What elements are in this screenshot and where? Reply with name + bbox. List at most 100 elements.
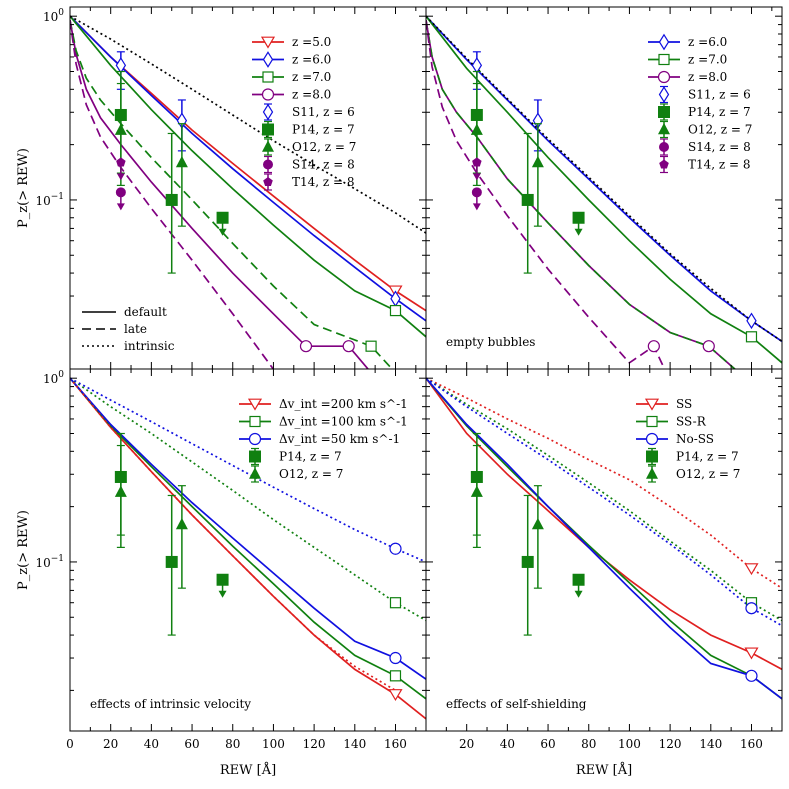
series-marker-top-right-1-0 xyxy=(745,331,758,343)
legend-style-label: default xyxy=(124,305,167,319)
obs-o12-0-marker xyxy=(114,123,127,135)
legend-marker xyxy=(262,71,274,83)
series-line-top-left-2 xyxy=(70,15,426,338)
legend-marker xyxy=(263,177,273,186)
y-tick-label: 100 xyxy=(43,370,64,386)
legend-marker xyxy=(646,415,658,428)
legend-marker xyxy=(657,70,671,84)
legend-marker xyxy=(658,106,670,118)
x-tick-label: 160 xyxy=(740,737,763,751)
obs-p14-2-ul-arrow xyxy=(574,590,583,598)
obs-o12-1-marker xyxy=(531,517,544,530)
obs-o12-1-marker xyxy=(175,155,188,168)
y-axis-label: P_z(> REW) xyxy=(16,148,31,228)
legend-style-label: late xyxy=(124,322,147,336)
series-marker-top-left-3-1 xyxy=(342,340,355,353)
obs-p14-1-marker xyxy=(521,193,534,206)
panel-annotation-top-right: empty bubbles xyxy=(446,335,535,349)
series-line-bottom-right-1 xyxy=(426,377,782,700)
series-line-bottom-left-1 xyxy=(70,377,426,700)
obs-t14-0-marker xyxy=(116,157,126,167)
x-tick-label: 60 xyxy=(184,737,199,751)
x-tick-label: 80 xyxy=(581,737,596,751)
series-line-bottom-right-3 xyxy=(426,377,782,589)
legend-bottom-left: Δv_int =200 km s^-1 Δv_int =100 km s^-1 Δv… xyxy=(239,397,408,483)
obs-o12-1-marker xyxy=(531,155,544,168)
legend-marker xyxy=(247,398,263,411)
series-marker-bottom-right-2-0 xyxy=(745,669,758,682)
legend-marker xyxy=(262,103,274,121)
panel-top-left xyxy=(70,15,426,369)
y-tick-label: 10−1 xyxy=(35,192,64,208)
legend-label: S14, z = 8 xyxy=(292,158,355,172)
legend-marker xyxy=(658,86,670,103)
legend-marker xyxy=(249,450,261,463)
obs-s14-0-ul-arrow xyxy=(472,203,481,211)
legend-label: No-SS xyxy=(676,432,714,446)
obs-p14-2-marker xyxy=(216,211,229,224)
series-line-bottom-left-5 xyxy=(70,377,426,563)
legend-label: P14, z = 7 xyxy=(279,450,342,464)
obs-t14-0-marker xyxy=(472,157,482,167)
series-line-bottom-right-0 xyxy=(426,377,782,671)
series-marker-top-left-2-0 xyxy=(389,304,402,317)
y-axis-label: P_z(> REW) xyxy=(16,510,31,590)
panel-bottom-left xyxy=(70,377,426,720)
series-marker-top-right-4 xyxy=(647,340,660,353)
legend-label: z =6.0 xyxy=(292,53,331,67)
legend-label: S11, z = 6 xyxy=(688,88,751,102)
series-line-bottom-left-0 xyxy=(70,377,426,720)
legend-marker xyxy=(658,33,670,51)
obs-s14-0-marker xyxy=(115,187,126,198)
legend-marker xyxy=(658,53,670,66)
series-marker-top-right-0-0 xyxy=(746,312,757,330)
legend-label: Δv_int =200 km s^-1 xyxy=(279,397,408,411)
legend-label: O12, z = 7 xyxy=(279,467,343,481)
x-tick-label: 140 xyxy=(343,737,366,751)
legend-marker xyxy=(263,159,273,170)
series-line-top-right-1 xyxy=(426,15,782,364)
x-tick-label: 120 xyxy=(659,737,682,751)
panel-top-right xyxy=(426,15,782,369)
x-tick-label: 40 xyxy=(500,737,515,751)
x-tick-label: 20 xyxy=(103,737,118,751)
obs-s14-0-marker xyxy=(471,187,482,198)
obs-s14-0-ul-arrow xyxy=(116,203,125,211)
series-line-bottom-left-2 xyxy=(70,377,426,680)
legend-label: SS xyxy=(676,397,692,411)
obs-o12-1-marker xyxy=(175,517,188,530)
series-marker-bottom-left-4 xyxy=(389,597,402,609)
legend-label: O12, z = 7 xyxy=(292,140,356,154)
panel-annotation-bottom-left: effects of intrinsic velocity xyxy=(90,697,251,711)
series-marker-bottom-left-0-0 xyxy=(388,689,403,702)
series-marker-top-right-2-0 xyxy=(702,340,715,353)
obs-p14-1-marker xyxy=(521,555,534,568)
legend-label: S14, z = 8 xyxy=(688,140,751,154)
legend-label: z =7.0 xyxy=(292,70,331,84)
series-marker-top-left-3-0 xyxy=(299,340,313,353)
panel-bottom-right xyxy=(426,377,782,700)
legend-marker xyxy=(262,123,274,136)
x-tick-label: 0 xyxy=(66,737,74,751)
series-line-bottom-right-4 xyxy=(426,377,782,622)
legend-label: SS-R xyxy=(676,415,707,429)
series-marker-bottom-right-0-0 xyxy=(744,647,759,660)
x-tick-label: 20 xyxy=(459,737,474,751)
legend-marker xyxy=(249,415,261,428)
legend-marker xyxy=(262,140,274,152)
legend-marker xyxy=(659,159,669,169)
obs-p14-2-marker xyxy=(216,573,229,586)
x-tick-label: 60 xyxy=(540,737,555,751)
legend-marker xyxy=(249,467,261,479)
legend-label: O12, z = 7 xyxy=(676,467,740,481)
series-line-top-left-6 xyxy=(70,15,426,234)
obs-p14-1-marker xyxy=(165,555,178,568)
obs-p14-2-ul-arrow xyxy=(218,228,227,236)
legend-top-right: z =6.0 z =7.0 z =8.0 S11, z = 6 P14, z = 7 O1… xyxy=(648,33,752,174)
series-line-bottom-right-2 xyxy=(426,377,782,700)
obs-p14-2-marker xyxy=(572,211,585,224)
legend-marker xyxy=(658,122,670,135)
legend-marker xyxy=(645,432,659,446)
legend-label: O12, z = 7 xyxy=(688,123,752,137)
obs-p14-2-marker xyxy=(572,573,585,586)
